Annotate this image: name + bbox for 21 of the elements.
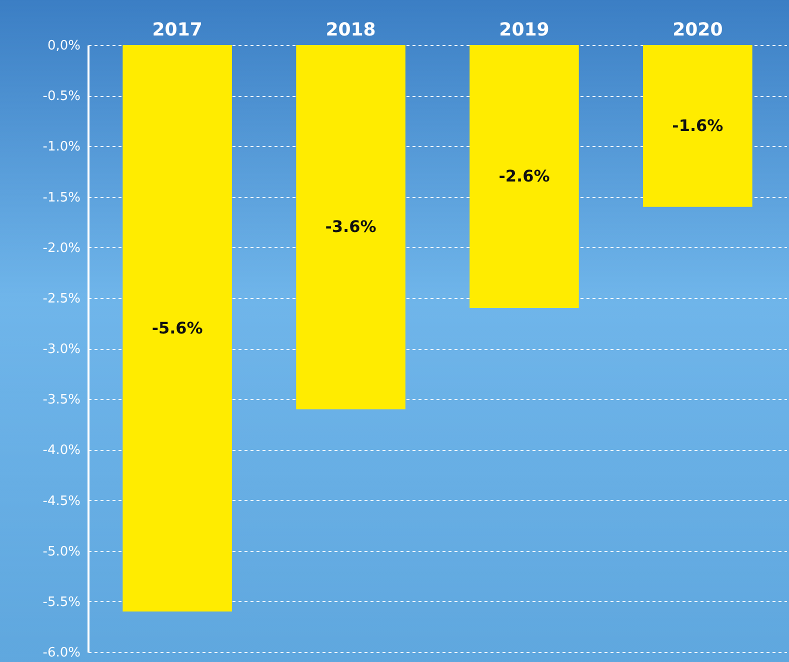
y-tick-label: -0.5% xyxy=(42,89,80,104)
y-tick-label: -5.5% xyxy=(42,594,80,610)
x-tick-label: 2017 xyxy=(152,20,202,40)
x-tick-label: 2018 xyxy=(326,20,376,40)
y-tick-label: 0,0% xyxy=(47,38,80,54)
x-tick-label: 2020 xyxy=(672,20,723,40)
y-tick-label: -3.0% xyxy=(42,342,80,357)
y-tick-label: -1.5% xyxy=(42,190,80,206)
y-tick-label: -6.0% xyxy=(42,646,80,660)
y-tick-label: -4.0% xyxy=(42,443,80,458)
y-tick-label: -2.5% xyxy=(42,291,80,306)
y-tick-label: -3.5% xyxy=(42,392,80,408)
data-label: -2.6% xyxy=(498,166,550,186)
data-label: -3.6% xyxy=(325,217,376,236)
y-tick-label: -1.0% xyxy=(42,140,80,155)
y-tick-label: -4.5% xyxy=(42,494,80,509)
y-tick-label: -5.0% xyxy=(42,544,80,560)
data-label: -5.6% xyxy=(152,318,203,338)
x-tick-label: 2019 xyxy=(499,20,550,40)
y-tick-label: -2.0% xyxy=(42,240,80,256)
data-label: -1.6% xyxy=(672,116,724,135)
